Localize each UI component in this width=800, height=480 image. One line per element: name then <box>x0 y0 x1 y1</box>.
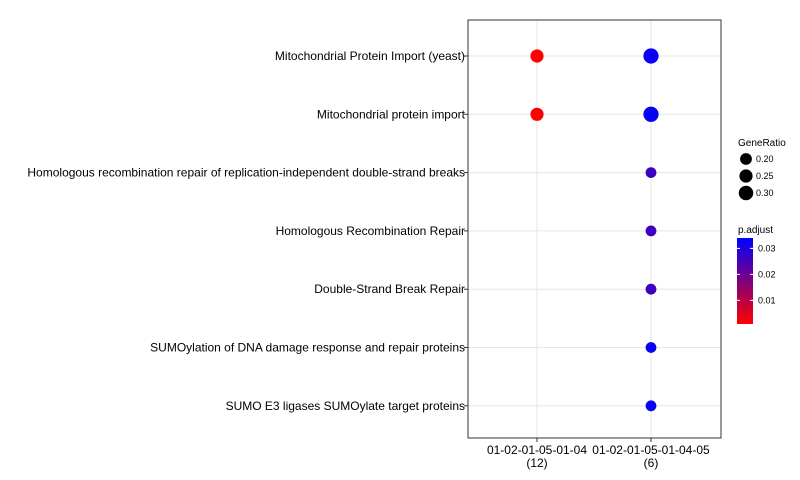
x-tick-label: 01-02-01-05-01-04-05 (6) <box>592 443 710 470</box>
x-tick-labels: 01-02-01-05-01-04 (12)01-02-01-05-01-04-0… <box>487 443 710 470</box>
size-legend-label: 0.20 <box>756 154 774 164</box>
y-ticks <box>464 55 468 407</box>
data-point <box>643 48 659 64</box>
y-tick-label: Mitochondrial protein import <box>317 107 466 121</box>
color-legend: p.adjust 0.01 0.02 0.03 <box>737 225 776 324</box>
y-tick-label: SUMO E3 ligases SUMOylate target protein… <box>226 399 465 413</box>
size-legend-key <box>740 153 752 165</box>
data-point <box>645 400 657 412</box>
data-point <box>645 283 657 295</box>
size-legend-label: 0.25 <box>756 171 774 181</box>
y-tick-label: Homologous recombination repair of repli… <box>27 166 465 180</box>
data-point <box>530 107 544 121</box>
y-tick-label: Mitochondrial Protein Import (yeast) <box>275 49 465 63</box>
data-point <box>530 49 544 63</box>
size-legend: GeneRatio 0.20 0.25 0.30 <box>738 138 786 201</box>
size-legend-label: 0.30 <box>756 188 774 198</box>
data-point <box>645 167 657 178</box>
color-legend-title: p.adjust <box>738 225 773 236</box>
plot-panel <box>468 20 721 438</box>
y-tick-label: Homologous Recombination Repair <box>276 224 465 238</box>
data-point <box>643 106 659 122</box>
color-legend-label: 0.01 <box>758 295 776 305</box>
color-legend-label: 0.03 <box>758 243 776 253</box>
data-point <box>645 342 657 353</box>
plot-border <box>467 19 722 439</box>
data-point <box>645 225 657 237</box>
y-tick-label: Double-Strand Break Repair <box>314 282 465 296</box>
color-legend-bar <box>737 238 753 324</box>
size-legend-title: GeneRatio <box>738 138 786 149</box>
color-legend-label: 0.02 <box>758 269 776 279</box>
y-tick-labels: Mitochondrial Protein Import (yeast) Mito… <box>27 49 465 413</box>
size-legend-key <box>739 169 753 183</box>
x-tick-label: 01-02-01-05-01-04 (12) <box>487 443 587 470</box>
y-tick-label: SUMOylation of DNA damage response and r… <box>150 341 465 355</box>
data-points <box>530 48 659 412</box>
size-legend-key <box>738 185 754 201</box>
x-ticks <box>536 438 652 442</box>
